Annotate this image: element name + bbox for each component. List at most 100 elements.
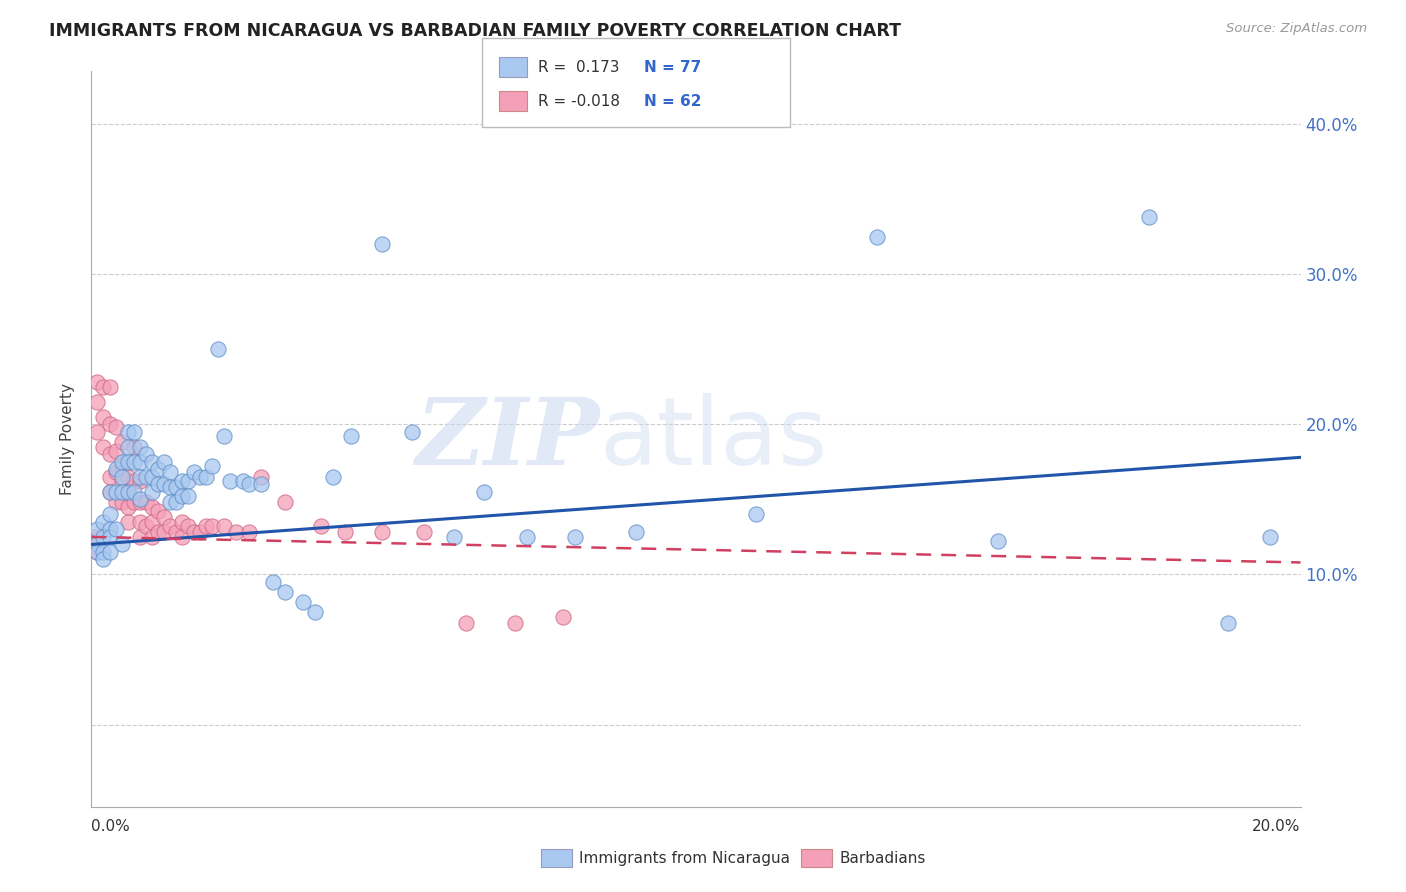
Point: [128, 495, 150, 509]
Text: N = 77: N = 77: [644, 60, 702, 75]
Point: [745, 508, 768, 522]
Text: Source: ZipAtlas.com: Source: ZipAtlas.com: [1226, 22, 1367, 36]
Point: [93, 440, 115, 454]
Point: [1139, 210, 1161, 224]
Point: [98, 417, 121, 432]
Point: [141, 484, 163, 499]
Point: [340, 429, 363, 443]
Point: [183, 466, 205, 480]
Point: [128, 475, 150, 489]
Point: [128, 455, 150, 469]
Point: [564, 530, 586, 544]
Point: [214, 519, 236, 533]
Point: [472, 484, 495, 499]
Point: [292, 594, 315, 608]
Point: [238, 477, 260, 491]
Point: [207, 342, 229, 356]
Point: [111, 484, 132, 499]
Point: [146, 504, 169, 518]
Point: [117, 484, 139, 499]
Point: [153, 510, 176, 524]
Point: [195, 470, 218, 484]
Point: [104, 462, 127, 476]
Point: [111, 455, 132, 469]
Point: [122, 455, 145, 469]
Point: [503, 615, 526, 630]
Point: [370, 237, 392, 252]
Point: [177, 475, 200, 489]
Point: [111, 459, 132, 474]
Y-axis label: Family Poverty: Family Poverty: [60, 384, 76, 495]
Point: [98, 530, 121, 544]
Point: [165, 480, 187, 494]
Point: [201, 519, 224, 533]
Text: 0.0%: 0.0%: [91, 819, 131, 834]
Point: [93, 515, 115, 529]
Point: [172, 489, 194, 503]
Point: [93, 545, 115, 559]
Point: [188, 525, 211, 540]
Point: [135, 470, 157, 484]
Point: [159, 466, 181, 480]
Point: [117, 500, 139, 514]
Point: [98, 470, 121, 484]
Point: [122, 440, 145, 454]
Point: [146, 525, 169, 540]
Point: [214, 429, 236, 443]
Point: [93, 380, 115, 394]
Point: [165, 525, 187, 540]
Point: [98, 380, 121, 394]
Point: [111, 435, 132, 450]
Text: atlas: atlas: [599, 393, 828, 485]
Point: [86, 394, 108, 409]
Point: [117, 440, 139, 454]
Point: [551, 609, 574, 624]
Point: [122, 425, 145, 439]
Point: [153, 525, 176, 540]
Point: [104, 420, 127, 434]
Point: [83, 530, 105, 544]
Point: [98, 523, 121, 537]
Point: [93, 530, 115, 544]
Point: [122, 484, 145, 499]
Point: [249, 470, 271, 484]
Point: [86, 545, 108, 559]
Point: [262, 574, 284, 589]
Point: [86, 537, 108, 551]
Point: [93, 552, 115, 566]
Point: [413, 525, 436, 540]
Point: [159, 519, 181, 533]
Text: N = 62: N = 62: [644, 94, 702, 109]
Text: IMMIGRANTS FROM NICARAGUA VS BARBADIAN FAMILY POVERTY CORRELATION CHART: IMMIGRANTS FROM NICARAGUA VS BARBADIAN F…: [49, 22, 901, 40]
Point: [987, 534, 1010, 549]
Point: [98, 484, 121, 499]
Point: [1216, 615, 1239, 630]
Point: [128, 515, 150, 529]
Point: [141, 530, 163, 544]
Point: [135, 495, 157, 509]
Point: [122, 475, 145, 489]
Point: [141, 455, 163, 469]
Point: [135, 447, 157, 461]
Text: R = -0.018: R = -0.018: [538, 94, 620, 109]
Point: [456, 615, 478, 630]
Point: [93, 409, 115, 424]
Text: ZIP: ZIP: [415, 394, 599, 484]
Point: [86, 545, 108, 559]
Point: [153, 455, 176, 469]
Point: [335, 525, 357, 540]
Point: [141, 470, 163, 484]
Point: [172, 475, 194, 489]
Point: [401, 425, 423, 439]
Text: R =  0.173: R = 0.173: [538, 60, 620, 75]
Point: [128, 470, 150, 484]
Point: [177, 519, 200, 533]
Point: [231, 475, 253, 489]
Point: [172, 515, 194, 529]
Point: [117, 484, 139, 499]
Point: [104, 466, 127, 480]
Point: [274, 585, 297, 599]
Point: [195, 519, 218, 533]
Point: [98, 484, 121, 499]
Point: [111, 537, 132, 551]
